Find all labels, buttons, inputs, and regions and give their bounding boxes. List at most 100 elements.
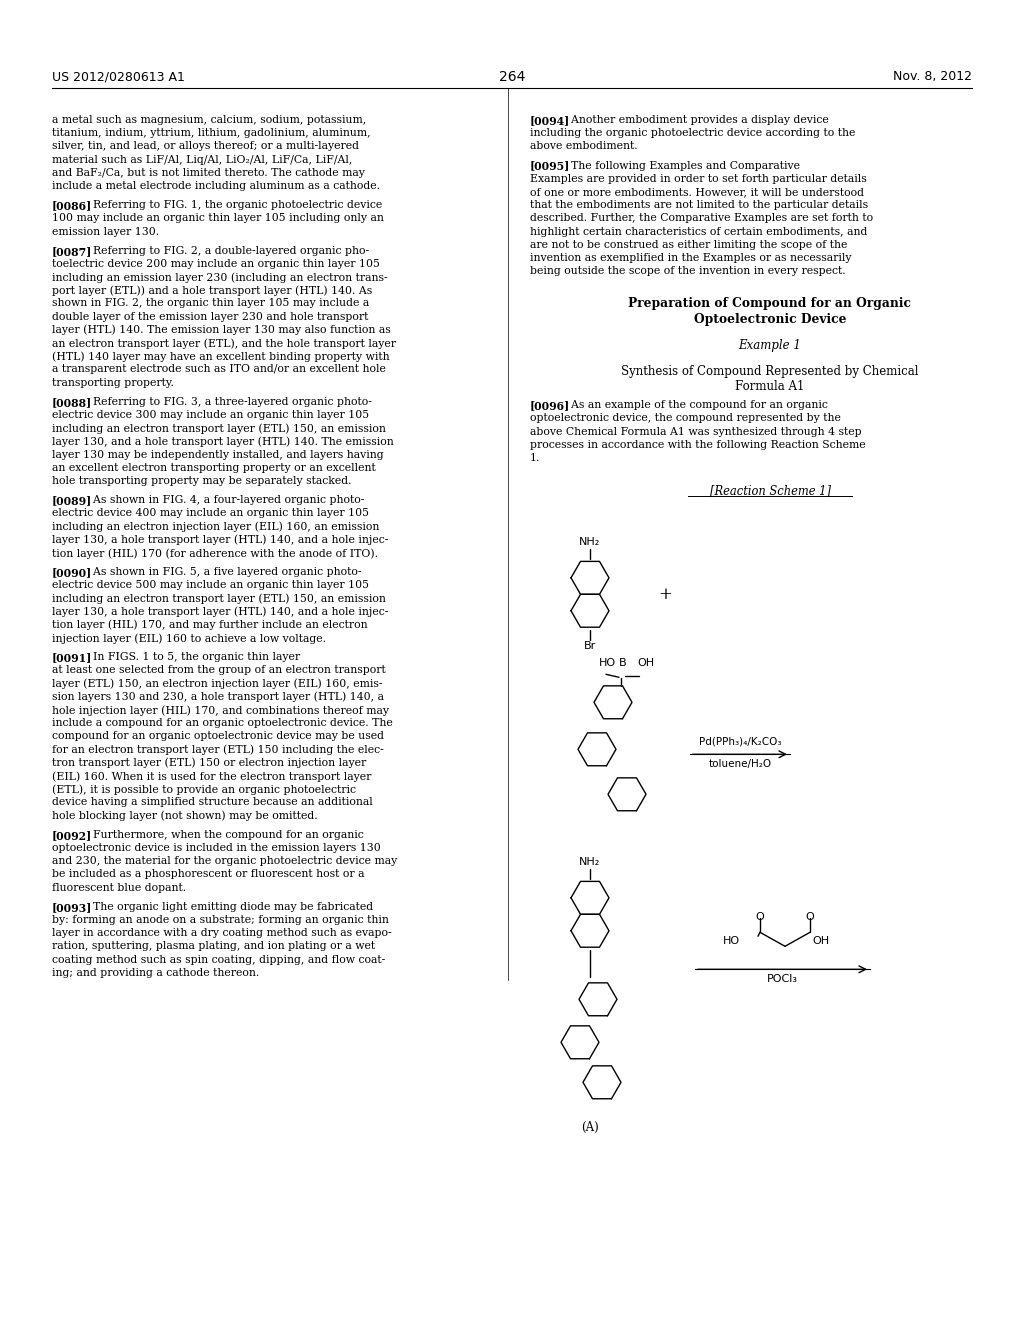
Text: The organic light emitting diode may be fabricated: The organic light emitting diode may be … <box>79 902 374 912</box>
Text: Nov. 8, 2012: Nov. 8, 2012 <box>893 70 972 83</box>
Text: Formula A1: Formula A1 <box>735 380 805 393</box>
Text: electric device 400 may include an organic thin layer 105: electric device 400 may include an organ… <box>52 508 369 519</box>
Text: (A): (A) <box>582 1121 599 1134</box>
Text: including an electron injection layer (EIL) 160, an emission: including an electron injection layer (E… <box>52 521 379 532</box>
Text: including an electron transport layer (ETL) 150, an emission: including an electron transport layer (E… <box>52 594 386 605</box>
Text: Referring to FIG. 3, a three-layered organic photo-: Referring to FIG. 3, a three-layered org… <box>79 397 372 407</box>
Text: Furthermore, when the compound for an organic: Furthermore, when the compound for an or… <box>79 830 365 840</box>
Text: device having a simplified structure because an additional: device having a simplified structure bec… <box>52 797 373 808</box>
Text: a transparent electrode such as ITO and/or an excellent hole: a transparent electrode such as ITO and/… <box>52 364 386 375</box>
Text: sion layers 130 and 230, a hole transport layer (HTL) 140, a: sion layers 130 and 230, a hole transpor… <box>52 692 384 702</box>
Text: optoelectronic device, the compound represented by the: optoelectronic device, the compound repr… <box>530 413 841 424</box>
Text: an electron transport layer (ETL), and the hole transport layer: an electron transport layer (ETL), and t… <box>52 338 396 348</box>
Text: transporting property.: transporting property. <box>52 378 174 388</box>
Text: [0091]: [0091] <box>52 652 92 663</box>
Text: including an electron transport layer (ETL) 150, an emission: including an electron transport layer (E… <box>52 424 386 434</box>
Text: 264: 264 <box>499 70 525 84</box>
Text: electric device 300 may include an organic thin layer 105: electric device 300 may include an organ… <box>52 411 369 420</box>
Text: Example 1: Example 1 <box>738 339 802 352</box>
Text: coating method such as spin coating, dipping, and flow coat-: coating method such as spin coating, dip… <box>52 954 385 965</box>
Text: layer 130, and a hole transport layer (HTL) 140. The emission: layer 130, and a hole transport layer (H… <box>52 437 394 447</box>
Text: (ETL), it is possible to provide an organic photoelectric: (ETL), it is possible to provide an orga… <box>52 784 356 795</box>
Text: US 2012/0280613 A1: US 2012/0280613 A1 <box>52 70 185 83</box>
Text: layer in accordance with a dry coating method such as evapo-: layer in accordance with a dry coating m… <box>52 928 391 939</box>
Text: being outside the scope of the invention in every respect.: being outside the scope of the invention… <box>530 267 846 276</box>
Text: O: O <box>806 912 814 923</box>
Text: hole injection layer (HIL) 170, and combinations thereof may: hole injection layer (HIL) 170, and comb… <box>52 705 389 715</box>
Text: that the embodiments are not limited to the particular details: that the embodiments are not limited to … <box>530 201 868 210</box>
Text: [0086]: [0086] <box>52 201 92 211</box>
Text: tron transport layer (ETL) 150 or electron injection layer: tron transport layer (ETL) 150 or electr… <box>52 758 367 768</box>
Text: fluorescent blue dopant.: fluorescent blue dopant. <box>52 883 186 892</box>
Text: 1.: 1. <box>530 453 541 463</box>
Text: injection layer (EIL) 160 to achieve a low voltage.: injection layer (EIL) 160 to achieve a l… <box>52 634 326 644</box>
Text: double layer of the emission layer 230 and hole transport: double layer of the emission layer 230 a… <box>52 312 369 322</box>
Text: NH₂: NH₂ <box>580 537 601 546</box>
Text: Optoelectronic Device: Optoelectronic Device <box>693 313 846 326</box>
Text: layer (ETL) 150, an electron injection layer (EIL) 160, emis-: layer (ETL) 150, an electron injection l… <box>52 678 383 689</box>
Text: OH: OH <box>637 659 654 668</box>
Text: hole transporting property may be separately stacked.: hole transporting property may be separa… <box>52 477 351 486</box>
Text: ration, sputtering, plasma plating, and ion plating or a wet: ration, sputtering, plasma plating, and … <box>52 941 375 952</box>
Text: processes in accordance with the following Reaction Scheme: processes in accordance with the followi… <box>530 440 865 450</box>
Text: for an electron transport layer (ETL) 150 including the elec-: for an electron transport layer (ETL) 15… <box>52 744 384 755</box>
Text: [0090]: [0090] <box>52 568 92 578</box>
Text: [0095]: [0095] <box>530 161 570 172</box>
Text: HO: HO <box>599 659 616 668</box>
Text: NH₂: NH₂ <box>580 857 601 867</box>
Text: B: B <box>618 659 627 668</box>
Text: highlight certain characteristics of certain embodiments, and: highlight certain characteristics of cer… <box>530 227 867 236</box>
Text: shown in FIG. 2, the organic thin layer 105 may include a: shown in FIG. 2, the organic thin layer … <box>52 298 370 309</box>
Text: and 230, the material for the organic photoelectric device may: and 230, the material for the organic ph… <box>52 857 397 866</box>
Text: ing; and providing a cathode thereon.: ing; and providing a cathode thereon. <box>52 968 259 978</box>
Text: toluene/H₂O: toluene/H₂O <box>709 759 771 770</box>
Text: toelectric device 200 may include an organic thin layer 105: toelectric device 200 may include an org… <box>52 259 380 269</box>
Text: compound for an organic optoelectronic device may be used: compound for an organic optoelectronic d… <box>52 731 384 742</box>
Text: at least one selected from the group of an electron transport: at least one selected from the group of … <box>52 665 386 676</box>
Text: The following Examples and Comparative: The following Examples and Comparative <box>557 161 801 170</box>
Text: As shown in FIG. 5, a five layered organic photo-: As shown in FIG. 5, a five layered organ… <box>79 568 361 577</box>
Text: Referring to FIG. 1, the organic photoelectric device: Referring to FIG. 1, the organic photoel… <box>79 201 383 210</box>
Text: invention as exemplified in the Examples or as necessarily: invention as exemplified in the Examples… <box>530 253 852 263</box>
Text: [Reaction Scheme 1]: [Reaction Scheme 1] <box>710 484 830 498</box>
Text: As an example of the compound for an organic: As an example of the compound for an org… <box>557 400 828 411</box>
Text: Referring to FIG. 2, a double-layered organic pho-: Referring to FIG. 2, a double-layered or… <box>79 246 370 256</box>
Text: tion layer (HIL) 170, and may further include an electron: tion layer (HIL) 170, and may further in… <box>52 620 368 631</box>
Text: +: + <box>658 586 672 603</box>
Text: electric device 500 may include an organic thin layer 105: electric device 500 may include an organ… <box>52 581 369 590</box>
Text: In FIGS. 1 to 5, the organic thin layer: In FIGS. 1 to 5, the organic thin layer <box>79 652 304 663</box>
Text: 100 may include an organic thin layer 105 including only an: 100 may include an organic thin layer 10… <box>52 214 384 223</box>
Text: OH: OH <box>812 936 829 946</box>
Text: layer 130 may be independently installed, and layers having: layer 130 may be independently installed… <box>52 450 384 459</box>
Text: (HTL) 140 layer may have an excellent binding property with: (HTL) 140 layer may have an excellent bi… <box>52 351 389 362</box>
Text: silver, tin, and lead, or alloys thereof; or a multi-layered: silver, tin, and lead, or alloys thereof… <box>52 141 359 152</box>
Text: [0094]: [0094] <box>530 115 570 125</box>
Text: layer (HTL) 140. The emission layer 130 may also function as: layer (HTL) 140. The emission layer 130 … <box>52 325 391 335</box>
Text: layer 130, a hole transport layer (HTL) 140, and a hole injec-: layer 130, a hole transport layer (HTL) … <box>52 607 388 618</box>
Text: include a metal electrode including aluminum as a cathode.: include a metal electrode including alum… <box>52 181 380 191</box>
Text: Pd(PPh₃)₄/K₂CO₃: Pd(PPh₃)₄/K₂CO₃ <box>698 737 781 746</box>
Text: by: forming an anode on a substrate; forming an organic thin: by: forming an anode on a substrate; for… <box>52 915 389 925</box>
Text: [0088]: [0088] <box>52 397 92 408</box>
Text: layer 130, a hole transport layer (HTL) 140, and a hole injec-: layer 130, a hole transport layer (HTL) … <box>52 535 388 545</box>
Text: Synthesis of Compound Represented by Chemical: Synthesis of Compound Represented by Che… <box>622 366 919 379</box>
Text: are not to be construed as either limiting the scope of the: are not to be construed as either limiti… <box>530 240 848 249</box>
Text: of one or more embodiments. However, it will be understood: of one or more embodiments. However, it … <box>530 187 864 197</box>
Text: above embodiment.: above embodiment. <box>530 141 638 152</box>
Text: material such as LiF/Al, Liq/Al, LiO₂/Al, LiF/Ca, LiF/Al,: material such as LiF/Al, Liq/Al, LiO₂/Al… <box>52 154 352 165</box>
Text: and BaF₂/Ca, but is not limited thereto. The cathode may: and BaF₂/Ca, but is not limited thereto.… <box>52 168 365 178</box>
Text: emission layer 130.: emission layer 130. <box>52 227 159 236</box>
Text: [0093]: [0093] <box>52 902 92 912</box>
Text: [0092]: [0092] <box>52 830 92 841</box>
Text: POCl₃: POCl₃ <box>767 974 798 985</box>
Text: [0096]: [0096] <box>530 400 570 412</box>
Text: Br: Br <box>584 640 596 651</box>
Text: above Chemical Formula A1 was synthesized through 4 step: above Chemical Formula A1 was synthesize… <box>530 426 861 437</box>
Text: hole blocking layer (not shown) may be omitted.: hole blocking layer (not shown) may be o… <box>52 810 317 821</box>
Text: (EIL) 160. When it is used for the electron transport layer: (EIL) 160. When it is used for the elect… <box>52 771 372 781</box>
Text: [0089]: [0089] <box>52 495 92 506</box>
Text: port layer (ETL)) and a hole transport layer (HTL) 140. As: port layer (ETL)) and a hole transport l… <box>52 285 373 296</box>
Text: O: O <box>756 912 764 923</box>
Text: including an emission layer 230 (including an electron trans-: including an emission layer 230 (includi… <box>52 272 388 282</box>
Text: include a compound for an organic optoelectronic device. The: include a compound for an organic optoel… <box>52 718 393 729</box>
